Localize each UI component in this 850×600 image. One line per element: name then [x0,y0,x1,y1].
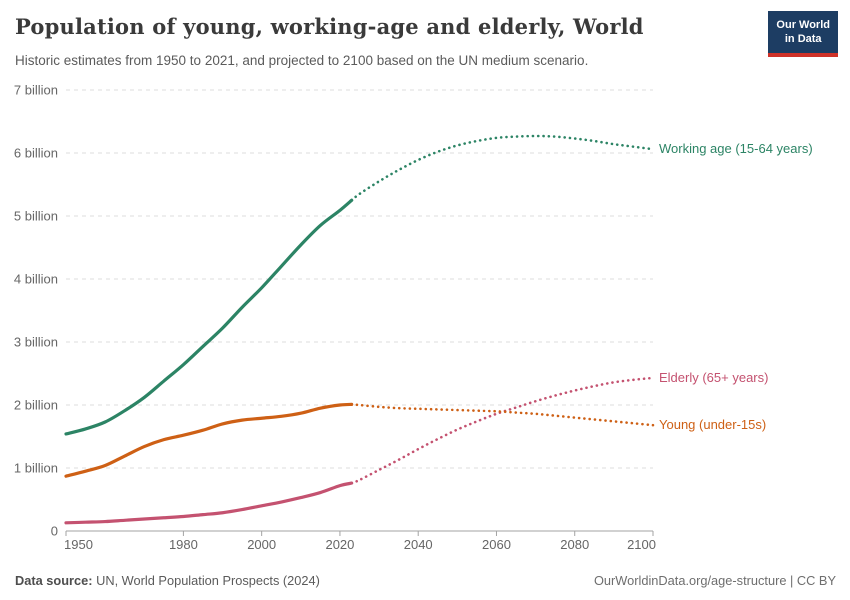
owid-logo: Our World in Data [768,11,838,57]
series-young-under-15s-projected-line [350,403,655,427]
x-tick-label-1980: 1980 [169,537,198,552]
x-tick-label-2000: 2000 [247,537,276,552]
page-title: Population of young, working-age and eld… [15,14,644,39]
footer-citation-link[interactable]: OurWorldinData.org/age-structure [593,573,787,588]
footer: Data source: UN, World Population Prospe… [0,566,850,600]
y-tick-label-3: 3 billion [14,335,58,350]
series-young-under-15s-historic-line [64,402,354,478]
footer-citation: OurWorldinData.org/age-structure | CC BY [594,573,836,588]
series-working-age-15-64-years-projected-line [350,134,655,202]
x-tick-label-2020: 2020 [325,537,354,552]
y-tick-label-1: 1 billion [14,461,58,476]
x-tick-label-2100: 2100 [627,537,656,552]
y-tick-label-2: 2 billion [14,398,58,413]
footer-citation-separator: | [786,573,797,588]
x-tick-label-2060: 2060 [482,537,511,552]
footer-source-text: UN, World Population Prospects (2024) [92,573,320,588]
series-elderly-65-years-projected-line [350,376,655,485]
page-subtitle: Historic estimates from 1950 to 2021, an… [15,53,589,68]
y-tick-label-5: 5 billion [14,209,58,224]
owid-logo-line2: in Data [784,33,822,46]
x-tick-label-1950: 1950 [64,537,93,552]
footer-citation-license: CC BY [796,573,836,588]
x-tick-label-2080: 2080 [560,537,589,552]
y-tick-label-6: 6 billion [14,146,58,161]
series-label-working-age-15-64-years: Working age (15-64 years) [659,141,813,156]
owid-logo-line1: Our World [776,19,830,31]
x-tick-label-2040: 2040 [404,537,433,552]
series-label-young-under-15s: Young (under-15s) [659,417,766,432]
series-working-age-15-64-years-historic-line [64,198,354,436]
y-tick-label-7: 7 billion [14,83,58,98]
y-tick-label-4: 4 billion [14,272,58,287]
series-elderly-65-years-historic-line [64,481,354,525]
series-label-elderly-65-years: Elderly (65+ years) [659,370,768,385]
footer-data-source: Data source: UN, World Population Prospe… [15,573,320,588]
footer-source-label: Data source: [15,573,93,588]
y-tick-label-0: 0 [51,524,58,539]
